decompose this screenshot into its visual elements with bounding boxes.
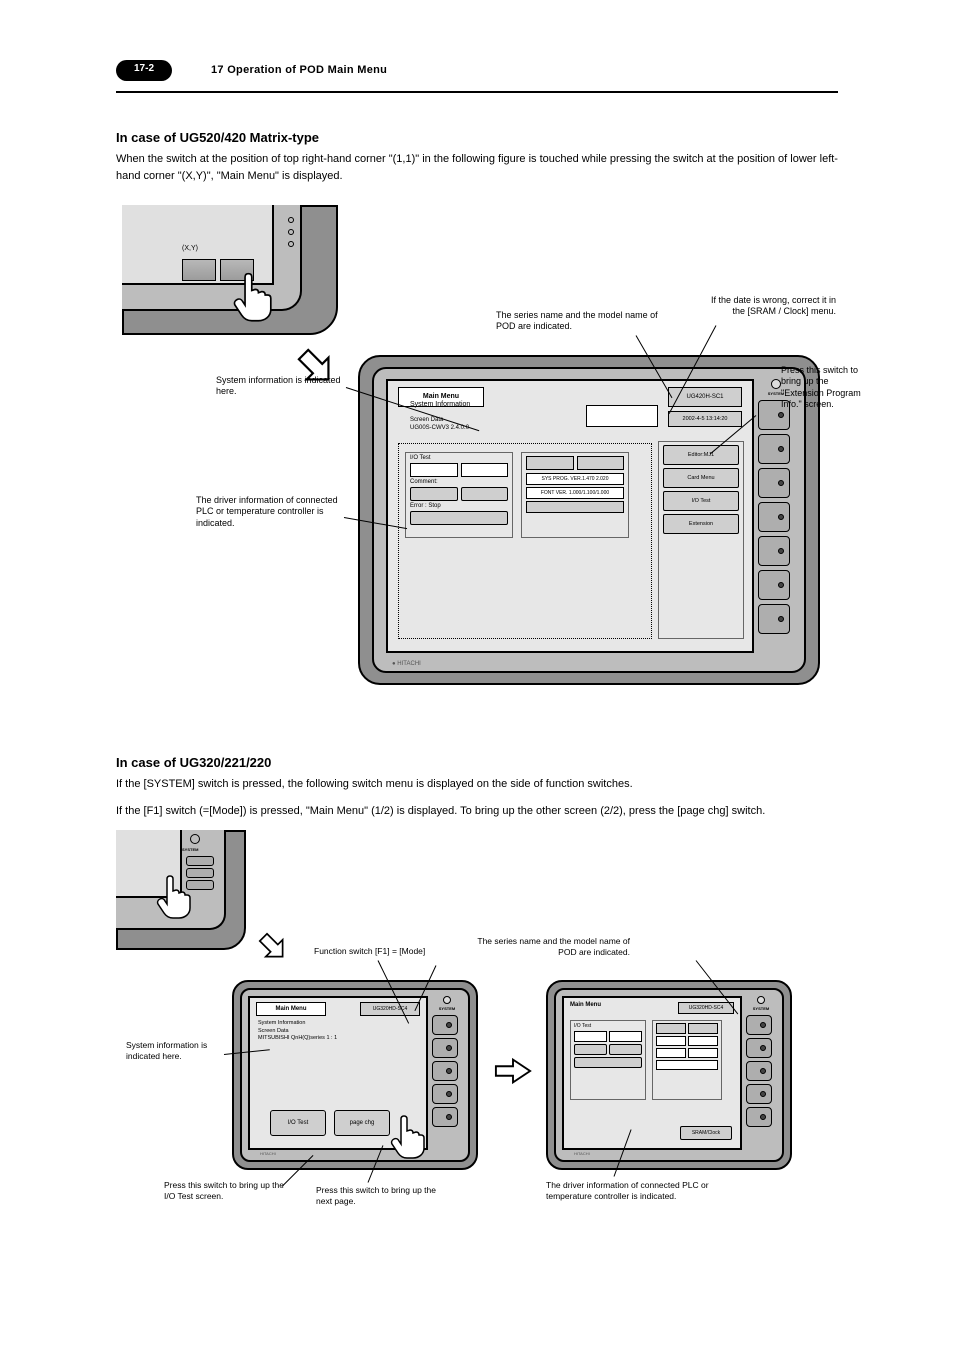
fn-key[interactable] (432, 1061, 458, 1081)
callout-sysinfo2: System information is indicated here. (126, 1040, 226, 1061)
callout-drvinfo2: The driver information of connected PLC … (546, 1180, 736, 1201)
callout-extension: Press this switch to bring up the "Exten… (781, 365, 871, 410)
main-menu-small-title2: Main Menu (570, 1002, 601, 1008)
sram-clock-button[interactable]: SRAM/Clock (680, 1126, 732, 1140)
main-menu-small-title: Main Menu (256, 1002, 326, 1016)
fn-key[interactable] (432, 1107, 458, 1127)
fn-key[interactable] (186, 856, 214, 866)
arrow-icon (249, 923, 297, 971)
section1-para: When the switch at the position of top r… (116, 151, 838, 185)
iotest-button[interactable]: I/O Test (663, 491, 739, 511)
flow-arrow-icon (494, 1056, 532, 1086)
header-title: 17 Operation of POD Main Menu (211, 64, 387, 76)
pod-device-mid-2: Main Menu UG320HD-SC4 I/O Test SR (546, 980, 792, 1170)
hand-icon (384, 1110, 434, 1160)
side-panel: Editor:MJ1 Card Menu I/O Test Extension (658, 441, 744, 639)
callout-iotest: Press this switch to bring up the I/O Te… (164, 1180, 284, 1201)
extension-button[interactable]: Extension (663, 514, 739, 534)
sysinfo-label: System Information (410, 401, 470, 408)
hand-icon (226, 267, 282, 323)
figure2: SYSTEM Main Menu UG320HD-SC4 System Info… (116, 830, 836, 1210)
function-keys: SYSTEM (758, 379, 794, 653)
fn-key[interactable] (432, 1015, 458, 1035)
version-field-small (652, 1020, 722, 1100)
fn-key[interactable] (746, 1107, 772, 1127)
io-test-button[interactable]: I/O Test (270, 1110, 326, 1136)
font-box (586, 405, 658, 427)
fn-key[interactable] (432, 1038, 458, 1058)
fn-key[interactable] (758, 468, 790, 498)
fn-key[interactable] (758, 434, 790, 464)
fn-key[interactable] (746, 1038, 772, 1058)
brand-label: ● HITACHI (392, 661, 421, 667)
callout-sn: The series name and the model name of PO… (496, 310, 676, 333)
dotted-region: I/O Test Comment: Error : Stop SYS PROG.… (398, 443, 652, 639)
callout-sn2: The series name and the model name of PO… (460, 936, 630, 957)
corner-device: SYSTEM (116, 830, 246, 950)
header-pill: 17-2 (116, 60, 172, 81)
hand-icon (150, 870, 200, 920)
version-field: SYS PROG. VER.1.470 2.020 FONT VER. 1.00… (521, 452, 629, 538)
callout-drvinfo: The driver information of connected PLC … (196, 495, 346, 529)
fn-key[interactable] (746, 1084, 772, 1104)
fn-key[interactable] (758, 502, 790, 532)
fn-key[interactable] (432, 1084, 458, 1104)
fn-key[interactable] (758, 570, 790, 600)
io-field-small: I/O Test (570, 1020, 646, 1100)
section2-para: If the [SYSTEM] switch is pressed, the f… (116, 776, 838, 793)
section1-title: In case of UG520/420 Matrix-type (116, 130, 838, 145)
section2-para2: If the [F1] switch (=[Mode]) is pressed,… (116, 803, 838, 820)
callout-date: If the date is wrong, correct it in the … (706, 295, 836, 318)
cardmenu-button[interactable]: Card Menu (663, 468, 739, 488)
figure1: (X,Y) Main Menu UG420H-SC1 2002-4-5 13: (116, 195, 836, 715)
page-number: 17-2 (134, 63, 154, 74)
fn-key[interactable] (746, 1015, 772, 1035)
callout-mode: Function switch [F1] = [Mode] (314, 946, 444, 957)
page-chg-button[interactable]: page chg (334, 1110, 390, 1136)
pod-device-mid-1: Main Menu UG320HD-SC4 System Information… (232, 980, 478, 1170)
fn-key[interactable] (746, 1061, 772, 1081)
date-box: 2002-4-5 13:14:20 (668, 411, 742, 427)
callout-sysinfo: System information is indicated here. (216, 375, 346, 398)
serial-box-small: UG320HD-SC4 (360, 1002, 420, 1016)
pod-screen: Main Menu UG420H-SC1 2002-4-5 13:14:20 S… (386, 379, 754, 653)
io-test-field: I/O Test Comment: Error : Stop (405, 452, 513, 538)
matrix-device: (X,Y) (122, 205, 338, 355)
pod-device-large: Main Menu UG420H-SC1 2002-4-5 13:14:20 S… (358, 355, 820, 685)
callout-pagechg: Press this switch to bring up the next p… (316, 1185, 436, 1206)
fn-key[interactable] (758, 604, 790, 634)
sysinfo-small: System Information Screen Data MITSUBISH… (258, 1020, 337, 1042)
header-rule (116, 91, 838, 93)
serial-box-small2: UG320HD-SC4 (678, 1002, 734, 1014)
serial-box: UG420H-SC1 (668, 387, 742, 407)
fn-key[interactable] (758, 536, 790, 566)
editor-button[interactable]: Editor:MJ1 (663, 445, 739, 465)
page-header: 17-2 17 Operation of POD Main Menu (116, 60, 838, 90)
section2-title: In case of UG320/221/220 (116, 755, 838, 770)
